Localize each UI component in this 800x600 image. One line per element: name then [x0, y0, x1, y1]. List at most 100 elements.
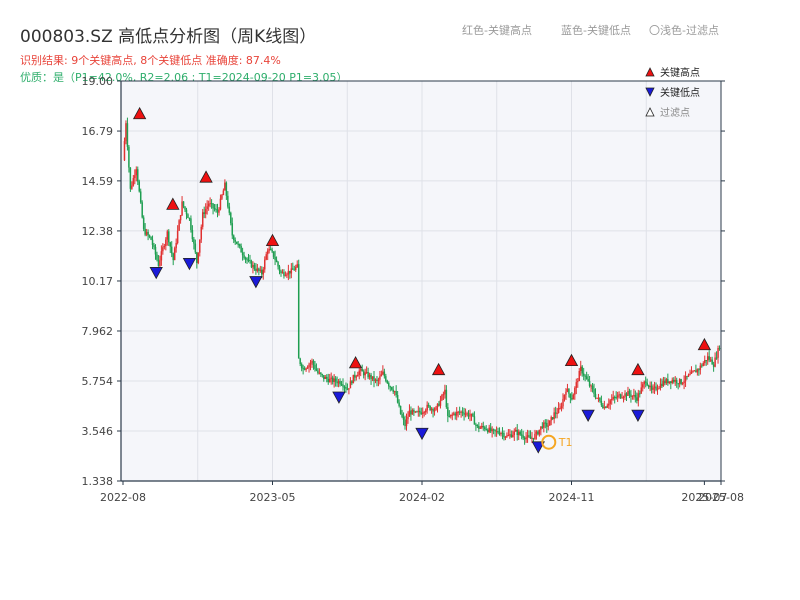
key-low-marker	[581, 409, 595, 422]
candle-body	[609, 400, 612, 404]
candle-body	[594, 393, 597, 398]
candle-body	[139, 191, 142, 203]
candle-body	[131, 185, 133, 189]
candle-body	[123, 141, 126, 161]
candle-body	[327, 378, 329, 383]
candle-body	[687, 374, 690, 377]
candle-body	[157, 259, 160, 266]
candle-body	[312, 360, 315, 365]
candle-body	[656, 388, 659, 390]
candle-body	[677, 383, 679, 385]
candle-body	[414, 411, 417, 413]
candle-body	[376, 379, 378, 382]
candle-body	[303, 368, 306, 370]
candle-body	[396, 395, 399, 403]
candle-body	[169, 242, 171, 247]
candle-body	[470, 413, 473, 416]
candle-body	[203, 212, 205, 214]
candle-body	[151, 239, 154, 246]
candle-body	[696, 369, 699, 373]
candle-body	[705, 360, 707, 362]
candle-body	[579, 366, 582, 371]
candle-body	[578, 370, 581, 382]
candle-body	[159, 260, 161, 266]
candle-body	[315, 368, 318, 371]
candle-body	[692, 371, 694, 373]
candle-body	[331, 377, 334, 383]
candle-body	[238, 244, 241, 246]
candle-body	[132, 178, 135, 186]
candle-body	[333, 378, 335, 383]
candle-body	[489, 427, 492, 432]
candle-body	[540, 426, 542, 430]
key-low-marker	[149, 267, 163, 280]
candle-body	[230, 212, 232, 224]
candle-body	[246, 258, 248, 260]
candle-body	[448, 416, 451, 418]
candle-body	[138, 181, 140, 192]
candle-body	[520, 434, 523, 436]
candle-body	[637, 393, 640, 401]
candle-body	[129, 167, 132, 189]
candle-body	[206, 206, 208, 209]
candle-body	[224, 182, 226, 191]
candle-body	[585, 376, 588, 380]
candle-body	[424, 410, 427, 413]
candle-body	[706, 356, 709, 361]
candle-body	[330, 377, 332, 379]
candle-body	[357, 374, 359, 377]
candle-body	[349, 381, 352, 389]
candle-body	[517, 431, 520, 436]
candle-body	[627, 391, 629, 396]
candle-body	[355, 376, 358, 378]
candle-body	[547, 425, 549, 427]
candle-body	[427, 404, 430, 407]
candle-body	[704, 360, 706, 364]
candle-body	[538, 429, 541, 435]
candle-body	[271, 249, 273, 252]
candle-body	[405, 419, 408, 427]
candle-body	[695, 370, 697, 373]
candle-body	[420, 412, 423, 414]
candle-body	[667, 379, 669, 384]
candle-body	[281, 272, 284, 274]
key-high-marker	[348, 356, 363, 369]
candle-body	[442, 394, 445, 396]
candle-body	[232, 235, 235, 240]
candle-body	[712, 364, 715, 367]
key-low-marker	[631, 409, 645, 422]
candle-body	[354, 374, 356, 378]
y-tick-label: 3.546	[82, 425, 114, 438]
candle-body	[566, 388, 569, 392]
candle-body	[337, 381, 340, 384]
candle-body	[689, 373, 691, 375]
candle-body	[432, 408, 434, 412]
candle-body	[507, 434, 510, 436]
candle-body	[610, 399, 613, 401]
candle-body	[207, 203, 210, 207]
candle-body	[421, 412, 424, 414]
candle-body	[219, 198, 222, 210]
candle-body	[386, 380, 389, 384]
candle-body	[326, 376, 328, 379]
candle-body	[556, 413, 558, 415]
key-low-marker	[249, 276, 263, 289]
candle-body	[411, 410, 414, 415]
candle-body	[653, 386, 656, 388]
candle-body	[639, 393, 641, 395]
candle-body	[641, 384, 644, 388]
candle-body	[343, 386, 346, 388]
candle-body	[681, 383, 684, 385]
x-tick-label: 2025-07	[681, 491, 727, 504]
candle-body	[544, 422, 547, 424]
candle-body	[631, 395, 634, 397]
candle-body	[144, 228, 146, 235]
candle-body	[296, 264, 298, 268]
candle-body	[336, 381, 338, 384]
candle-body	[286, 274, 288, 276]
candle-body	[200, 226, 203, 240]
candle-body	[227, 195, 229, 207]
t1-label: T1	[558, 436, 573, 449]
candle-body	[633, 394, 635, 396]
